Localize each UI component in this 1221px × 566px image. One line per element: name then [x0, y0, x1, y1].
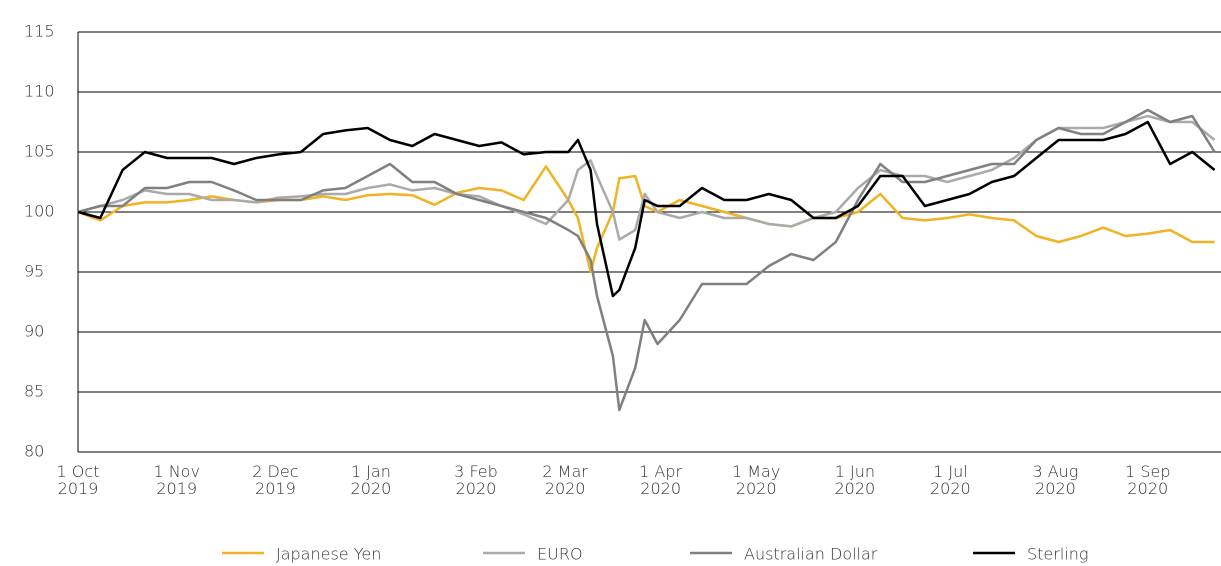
- y-tick-label: 85: [24, 382, 44, 401]
- series-line: [77, 165, 1215, 274]
- legend-label: Australian Dollar: [744, 545, 878, 564]
- x-tick-label: 1 Oct 2019: [57, 462, 100, 498]
- x-tick-label: 1 May 2020: [732, 462, 780, 498]
- x-tick-label: 1 Nov 2019: [153, 462, 200, 498]
- y-tick-label: 100: [24, 202, 55, 221]
- series-line: [77, 108, 1216, 412]
- legend-label: EURO: [537, 545, 583, 564]
- x-tick-label: 1 Jun 2020: [834, 462, 875, 498]
- x-tick-label: 3 Aug 2020: [1032, 462, 1078, 498]
- y-tick-label: 90: [24, 322, 44, 341]
- y-tick-label: 110: [24, 82, 55, 101]
- x-tick-label: 1 Apr 2020: [639, 462, 682, 498]
- series-line: [77, 120, 1216, 298]
- x-tick-label: 2 Mar 2020: [542, 462, 588, 498]
- x-tick-label: 1 Jul 2020: [930, 462, 971, 498]
- y-tick-label: 105: [24, 142, 55, 161]
- x-tick-label: 3 Feb 2020: [454, 462, 498, 498]
- x-tick-label: 1 Jan 2020: [351, 462, 392, 498]
- x-tick-label: 1 Sep 2020: [1125, 462, 1170, 498]
- y-tick-label: 80: [24, 442, 44, 461]
- y-tick-label: 95: [24, 262, 44, 281]
- legend-label: Sterling: [1027, 545, 1088, 564]
- x-tick-label: 2 Dec 2019: [252, 462, 298, 498]
- y-tick-label: 115: [24, 22, 55, 41]
- legend-label: Japanese Yen: [276, 545, 381, 564]
- series-line: [77, 114, 1216, 241]
